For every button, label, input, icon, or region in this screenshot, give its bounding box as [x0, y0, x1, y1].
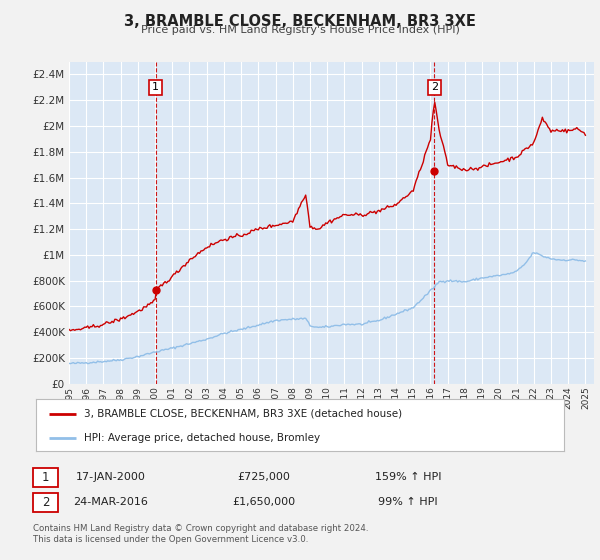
- Text: 159% ↑ HPI: 159% ↑ HPI: [375, 472, 441, 482]
- Text: 24-MAR-2016: 24-MAR-2016: [74, 497, 148, 507]
- Text: £725,000: £725,000: [238, 472, 290, 482]
- Text: 17-JAN-2000: 17-JAN-2000: [76, 472, 146, 482]
- Text: 1: 1: [152, 82, 159, 92]
- Text: 3, BRAMBLE CLOSE, BECKENHAM, BR3 3XE: 3, BRAMBLE CLOSE, BECKENHAM, BR3 3XE: [124, 14, 476, 29]
- Text: Contains HM Land Registry data © Crown copyright and database right 2024.: Contains HM Land Registry data © Crown c…: [33, 524, 368, 533]
- Text: 2: 2: [431, 82, 438, 92]
- Text: HPI: Average price, detached house, Bromley: HPI: Average price, detached house, Brom…: [83, 433, 320, 443]
- Text: £1,650,000: £1,650,000: [232, 497, 296, 507]
- Text: 2: 2: [42, 496, 49, 509]
- Text: 99% ↑ HPI: 99% ↑ HPI: [378, 497, 438, 507]
- Text: This data is licensed under the Open Government Licence v3.0.: This data is licensed under the Open Gov…: [33, 535, 308, 544]
- Text: 1: 1: [42, 470, 49, 484]
- Text: 3, BRAMBLE CLOSE, BECKENHAM, BR3 3XE (detached house): 3, BRAMBLE CLOSE, BECKENHAM, BR3 3XE (de…: [83, 409, 401, 419]
- Text: Price paid vs. HM Land Registry's House Price Index (HPI): Price paid vs. HM Land Registry's House …: [140, 25, 460, 35]
